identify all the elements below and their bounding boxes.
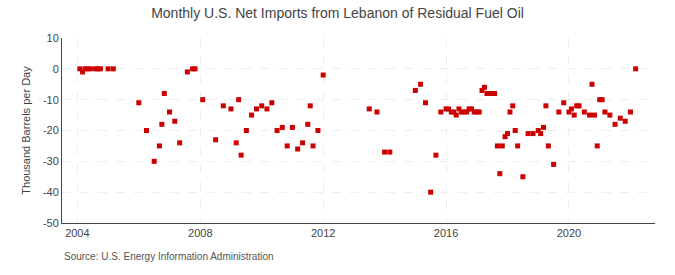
- svg-text:-10: -10: [43, 94, 59, 106]
- svg-text:0: 0: [53, 63, 59, 75]
- svg-text:Source: U.S. Energy Informatio: Source: U.S. Energy Information Administ…: [64, 251, 274, 262]
- svg-text:2008: 2008: [188, 227, 212, 239]
- svg-text:2020: 2020: [557, 227, 581, 239]
- svg-text:-30: -30: [43, 155, 59, 167]
- svg-text:2016: 2016: [434, 227, 458, 239]
- svg-text:2012: 2012: [311, 227, 335, 239]
- svg-text:Monthly U.S. Net Imports from: Monthly U.S. Net Imports from Lebanon of…: [151, 5, 524, 21]
- svg-text:-20: -20: [43, 124, 59, 136]
- svg-text:10: 10: [47, 32, 59, 44]
- svg-text:-50: -50: [43, 217, 59, 229]
- svg-text:-40: -40: [43, 186, 59, 198]
- svg-text:2004: 2004: [65, 227, 89, 239]
- svg-text:Thousand Barrels per Day: Thousand Barrels per Day: [20, 66, 32, 195]
